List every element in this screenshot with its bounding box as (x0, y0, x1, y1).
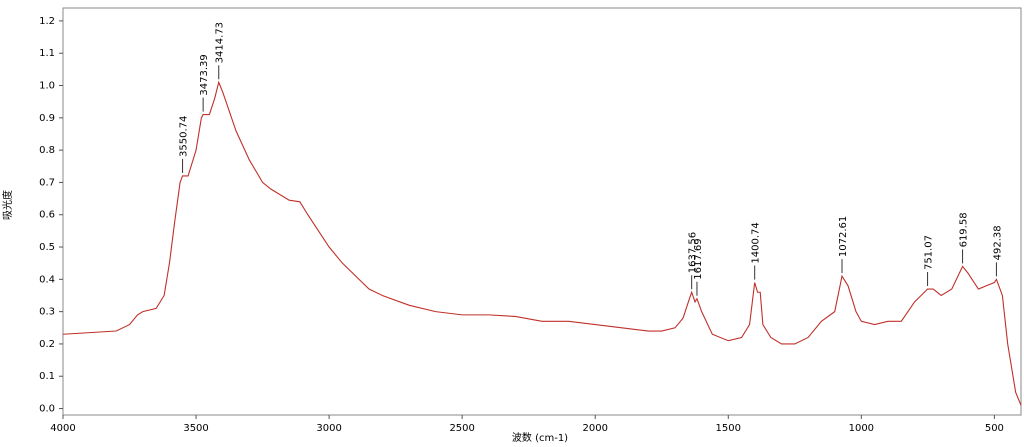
y-tick-label: 0.5 (39, 242, 55, 253)
x-tick-label: 1000 (849, 423, 874, 434)
y-tick-label: 0.0 (39, 404, 55, 415)
x-tick-label: 2500 (449, 423, 474, 434)
peak-label: 1617.69 (693, 238, 704, 279)
peak-label: 751.07 (924, 235, 935, 270)
peak-label: 3414.73 (215, 22, 226, 63)
y-tick-label: 0.4 (39, 274, 55, 285)
y-tick-label: 0.9 (39, 113, 55, 124)
y-axis-label: 吸光度 (1, 190, 14, 220)
peak-label: 1072.61 (838, 216, 849, 257)
spectrum-line (62, 80, 1022, 406)
y-tick-label: 0.2 (39, 339, 55, 350)
peak-label: 3550.74 (179, 116, 190, 157)
plot-frame (62, 7, 1022, 416)
x-tick-label: 500 (985, 423, 1004, 434)
y-tick-label: 1.1 (39, 48, 55, 59)
peak-label: 492.38 (992, 225, 1003, 260)
y-tick-label: 0.7 (39, 177, 55, 188)
x-axis-label: 波数 (cm-1) (512, 431, 568, 444)
y-tick-label: 0.1 (39, 371, 55, 382)
x-tick-label: 3500 (183, 423, 208, 434)
x-tick-label: 1500 (716, 423, 741, 434)
x-tick-label: 3000 (316, 423, 341, 434)
y-tick-label: 0.8 (39, 145, 55, 156)
x-tick-label: 2000 (582, 423, 607, 434)
y-tick-label: 0.6 (39, 210, 55, 221)
x-tick-label: 4000 (50, 423, 75, 434)
peak-label: 619.58 (959, 212, 970, 247)
peak-label: 1637.56 (688, 232, 699, 273)
y-tick-label: 0.3 (39, 307, 55, 318)
y-tick-label: 1.2 (39, 16, 55, 27)
y-tick-label: 1.0 (39, 81, 55, 92)
peak-label: 1400.74 (751, 222, 762, 263)
peak-label: 3473.39 (199, 54, 210, 95)
